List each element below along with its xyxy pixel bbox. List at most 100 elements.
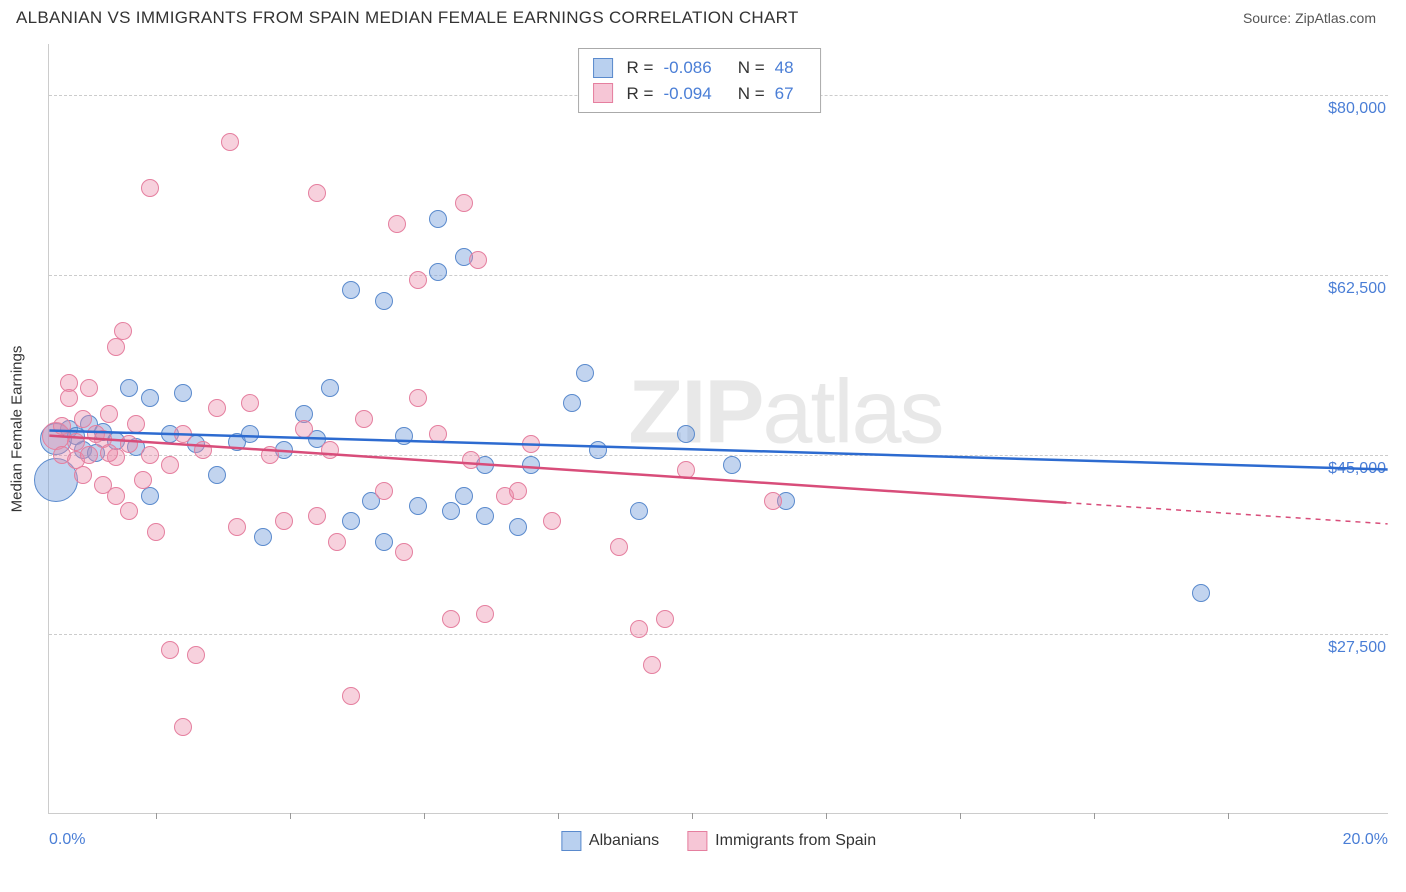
point-spain	[522, 435, 540, 453]
point-spain	[677, 461, 695, 479]
y-tick-label: $45,000	[1324, 460, 1390, 478]
point-albanians	[254, 528, 272, 546]
point-albanians	[576, 364, 594, 382]
legend-label-1: Immigrants from Spain	[715, 832, 876, 850]
point-albanians	[120, 379, 138, 397]
point-spain	[187, 646, 205, 664]
point-spain	[228, 518, 246, 536]
watermark-text: ZIPatlas	[628, 362, 942, 465]
point-spain	[107, 338, 125, 356]
chart-title: ALBANIAN VS IMMIGRANTS FROM SPAIN MEDIAN…	[16, 8, 799, 28]
point-albanians	[563, 394, 581, 412]
point-albanians	[141, 389, 159, 407]
point-spain	[630, 620, 648, 638]
bottom-legend: Albanians Immigrants from Spain	[561, 831, 876, 851]
point-spain	[208, 399, 226, 417]
point-albanians	[589, 441, 607, 459]
n-value-1: 67	[775, 81, 794, 107]
x-axis-max-label: 20.0%	[1343, 831, 1388, 849]
point-spain	[161, 641, 179, 659]
n-label: N =	[738, 55, 765, 81]
y-tick-label: $62,500	[1324, 280, 1390, 298]
point-spain	[147, 523, 165, 541]
point-spain	[80, 446, 98, 464]
y-tick-label: $27,500	[1324, 639, 1390, 657]
point-spain	[174, 425, 192, 443]
n-value-0: 48	[775, 55, 794, 81]
point-spain	[120, 502, 138, 520]
point-spain	[476, 605, 494, 623]
chart-plot-area: ZIPatlas Median Female Earnings R = -0.0…	[48, 44, 1388, 814]
point-spain	[375, 482, 393, 500]
point-albanians	[455, 487, 473, 505]
point-spain	[764, 492, 782, 510]
legend-item-0: Albanians	[561, 831, 659, 851]
point-spain	[127, 415, 145, 433]
point-albanians	[476, 507, 494, 525]
point-spain	[141, 179, 159, 197]
point-spain	[261, 446, 279, 464]
gridline	[49, 275, 1388, 276]
point-albanians	[241, 425, 259, 443]
gridline	[49, 455, 1388, 456]
stats-legend-box: R = -0.086 N = 48 R = -0.094 N = 67	[578, 48, 821, 113]
x-axis-min-label: 0.0%	[49, 831, 85, 849]
point-spain	[321, 441, 339, 459]
point-spain	[429, 425, 447, 443]
x-tick	[290, 813, 291, 819]
point-spain	[442, 610, 460, 628]
point-albanians	[395, 427, 413, 445]
point-spain	[388, 215, 406, 233]
gridline	[49, 634, 1388, 635]
legend-swatch-spain	[687, 831, 707, 851]
point-albanians	[375, 292, 393, 310]
legend-swatch-albanians	[561, 831, 581, 851]
point-albanians	[342, 281, 360, 299]
point-spain	[328, 533, 346, 551]
point-spain	[194, 441, 212, 459]
stats-row-0: R = -0.086 N = 48	[593, 55, 806, 81]
point-spain	[80, 379, 98, 397]
point-spain	[120, 435, 138, 453]
swatch-albanians	[593, 58, 613, 78]
point-albanians	[522, 456, 540, 474]
point-spain	[395, 543, 413, 561]
point-spain	[462, 451, 480, 469]
point-spain	[409, 389, 427, 407]
x-tick	[1094, 813, 1095, 819]
r-value-0: -0.086	[663, 55, 711, 81]
point-albanians	[509, 518, 527, 536]
point-spain	[610, 538, 628, 556]
point-spain	[241, 394, 259, 412]
x-tick	[1228, 813, 1229, 819]
x-tick	[424, 813, 425, 819]
point-spain	[656, 610, 674, 628]
r-label: R =	[627, 81, 654, 107]
x-tick	[692, 813, 693, 819]
stats-row-1: R = -0.094 N = 67	[593, 81, 806, 107]
source-label: Source: ZipAtlas.com	[1243, 10, 1376, 26]
point-spain	[114, 322, 132, 340]
point-albanians	[174, 384, 192, 402]
point-albanians	[1192, 584, 1210, 602]
point-spain	[308, 507, 326, 525]
point-albanians	[677, 425, 695, 443]
point-albanians	[429, 263, 447, 281]
r-label: R =	[627, 55, 654, 81]
point-spain	[469, 251, 487, 269]
point-albanians	[409, 497, 427, 515]
point-spain	[643, 656, 661, 674]
point-spain	[60, 389, 78, 407]
point-spain	[275, 512, 293, 530]
point-spain	[308, 184, 326, 202]
point-spain	[161, 456, 179, 474]
legend-label-0: Albanians	[589, 832, 659, 850]
point-spain	[355, 410, 373, 428]
n-label: N =	[738, 81, 765, 107]
point-spain	[455, 194, 473, 212]
point-albanians	[321, 379, 339, 397]
point-albanians	[141, 487, 159, 505]
point-albanians	[208, 466, 226, 484]
x-tick	[558, 813, 559, 819]
point-spain	[174, 718, 192, 736]
